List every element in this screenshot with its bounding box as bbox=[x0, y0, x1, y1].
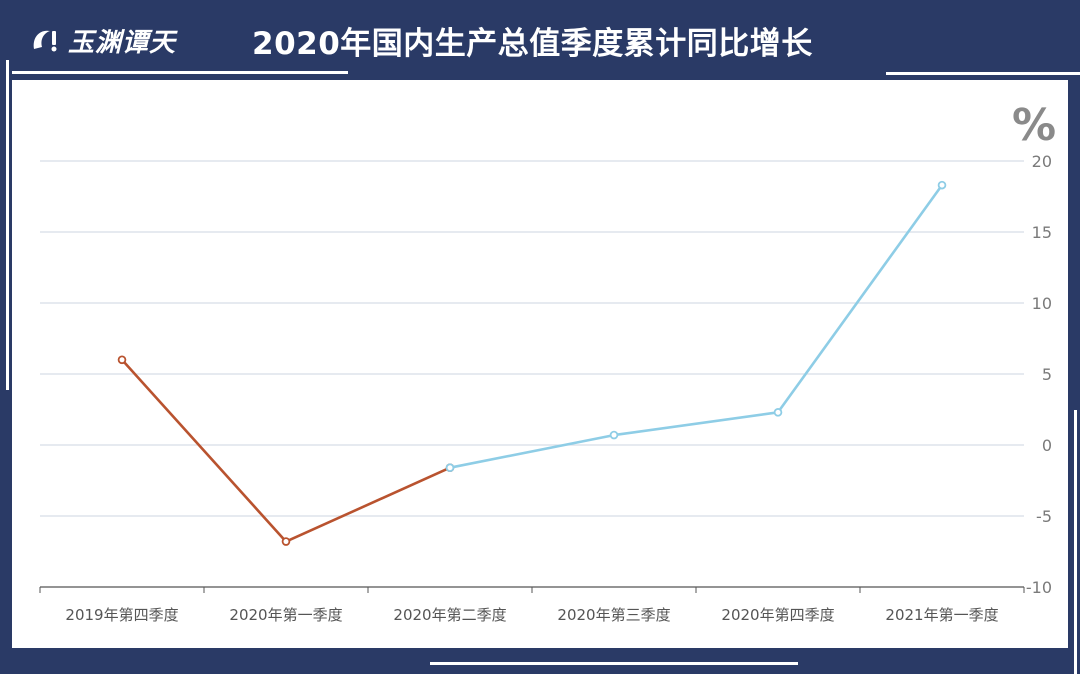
line-chart: -10 -5 0 5 10 15 20 2019年第四季度 2020年第一季度 2020年第二季度… bbox=[39, 152, 1052, 624]
data-point bbox=[773, 408, 783, 417]
divider-left-vertical bbox=[6, 60, 9, 390]
y-tick-label: -5 bbox=[1036, 507, 1052, 526]
y-tick-label: 5 bbox=[1042, 365, 1052, 384]
logo-text: 玉渊谭天 bbox=[68, 27, 177, 58]
x-tick-label: 2020年第四季度 bbox=[721, 606, 834, 624]
y-tick-label: 10 bbox=[1032, 294, 1052, 313]
data-point bbox=[609, 430, 619, 440]
y-tick-label: -10 bbox=[1026, 578, 1052, 597]
x-tick-label: 2021年第一季度 bbox=[885, 606, 998, 624]
x-tick-label: 2020年第三季度 bbox=[557, 606, 670, 624]
y-tick-label: 15 bbox=[1032, 223, 1052, 242]
data-point bbox=[937, 180, 947, 190]
divider-top-left bbox=[12, 71, 348, 74]
logo: 玉渊谭天 bbox=[28, 20, 176, 60]
x-tick-label: 2020年第一季度 bbox=[229, 606, 342, 624]
x-tick-label: 2020年第二季度 bbox=[393, 606, 506, 624]
series-line bbox=[121, 358, 451, 543]
series-line bbox=[449, 184, 944, 469]
divider-top-right bbox=[886, 72, 1080, 75]
y-tick-label: 20 bbox=[1032, 152, 1052, 171]
y-axis-unit: % bbox=[1012, 100, 1057, 151]
chart-card: -10 -5 0 5 10 15 20 2019年第四季度 2020年第一季度 2020年第二季度… bbox=[12, 80, 1068, 648]
data-point bbox=[281, 537, 291, 546]
divider-right-vertical bbox=[1074, 410, 1077, 674]
data-point bbox=[117, 355, 127, 365]
x-tick-label: 2019年第四季度 bbox=[65, 606, 178, 624]
page-title: 2020年国内生产总值季度累计同比增长 bbox=[252, 26, 813, 62]
data-point bbox=[445, 463, 455, 473]
y-tick-label: 0 bbox=[1042, 436, 1052, 455]
logo-mark-icon bbox=[33, 30, 57, 52]
divider-bottom bbox=[430, 662, 798, 665]
